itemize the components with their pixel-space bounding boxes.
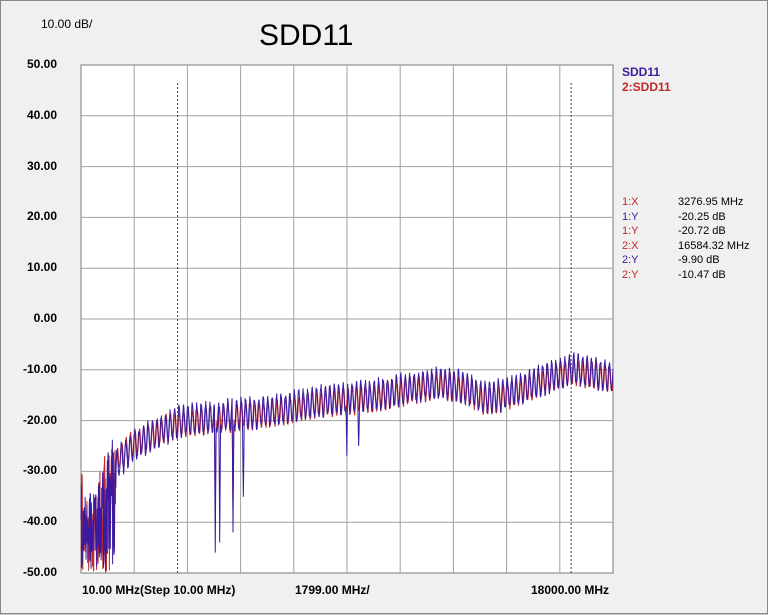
marker-readout-label: 2:Y [622, 254, 639, 266]
marker-readout-value: -10.47 dB [678, 268, 726, 281]
y-tick-label: 40.00 [26, 107, 57, 122]
y-tick-label: -20.00 [22, 412, 57, 427]
marker-readout-label: 1:X [622, 196, 639, 208]
y-tick-label: -40.00 [22, 514, 57, 529]
y-tick-label: -30.00 [22, 463, 57, 478]
marker-readout-value: 3276.95 MHz [678, 196, 744, 208]
y-tick-label: 30.00 [26, 158, 57, 173]
y-tick-label: 10.00 [26, 260, 57, 275]
marker-readout-value: -9.90 dB [678, 254, 720, 266]
marker-readout-label: 1:Y [622, 225, 639, 237]
y-tick-label: 0.00 [33, 311, 57, 325]
marker-lines [177, 83, 572, 573]
legend-entry: 2:SDD11 [622, 80, 671, 94]
marker-readout-value: -20.25 dB [678, 210, 726, 223]
traces [80, 351, 614, 573]
y-tick-label: -10.00 [22, 361, 57, 376]
marker-readout-label: 1:Y [622, 210, 639, 223]
plot-grid [80, 64, 614, 574]
marker-readout-value: -20.72 dB [678, 225, 726, 237]
y-tick-label: 50.00 [26, 57, 57, 71]
x-tick-label: 1799.00 MHz/ [295, 583, 370, 597]
y-scale-label: 10.00 dB/ [41, 17, 93, 31]
marker-readout-label: 2:X [622, 239, 639, 252]
x-tick-label: 10.00 MHz(Step 10.00 MHz) [82, 583, 236, 597]
marker-readout-label: 2:Y [622, 268, 639, 281]
y-tick-label: 20.00 [26, 209, 57, 224]
trace-series-1 [80, 351, 614, 570]
x-tick-label: 18000.00 MHz [531, 583, 610, 597]
chart-title: SDD11 [259, 19, 354, 52]
marker-readout-value: 16584.32 MHz [678, 239, 750, 252]
y-tick-label: -50.00 [22, 565, 57, 579]
legend-entry: SDD11 [622, 65, 661, 79]
